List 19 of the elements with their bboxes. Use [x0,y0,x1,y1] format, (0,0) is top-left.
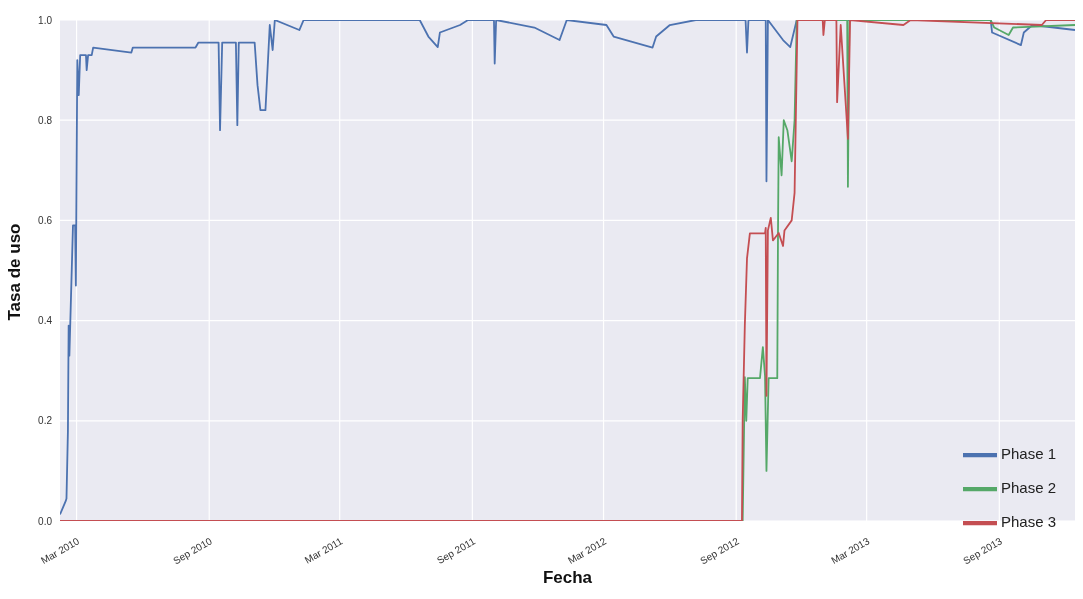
x-tick-label: Mar 2013 [829,535,872,567]
x-tick-label: Mar 2011 [302,535,345,566]
legend-label: Phase 2 [1001,478,1057,496]
x-tick-label: Sep 2010 [171,535,215,567]
y-axis-title: Tasa de uso [5,223,25,321]
y-tick-label: 0.2 [38,415,53,427]
x-tick-label: Sep 2011 [435,535,478,567]
x-tick-label: Mar 2010 [39,535,82,567]
legend-label: Phase 1 [1001,444,1057,462]
x-tick-label: Sep 2013 [961,535,1005,567]
y-tick-label: 0.6 [38,214,53,226]
x-tick-label: Mar 2012 [566,535,609,567]
y-tick-label: 0.0 [38,515,53,527]
y-tick-label: 0.4 [38,315,53,327]
x-tick-label: Sep 2012 [698,535,742,567]
y-tick-label: 1.0 [38,14,53,26]
legend-label: Phase 3 [1001,512,1057,530]
y-tick-label: 0.8 [38,114,53,126]
x-axis-title: Fecha [542,568,593,587]
